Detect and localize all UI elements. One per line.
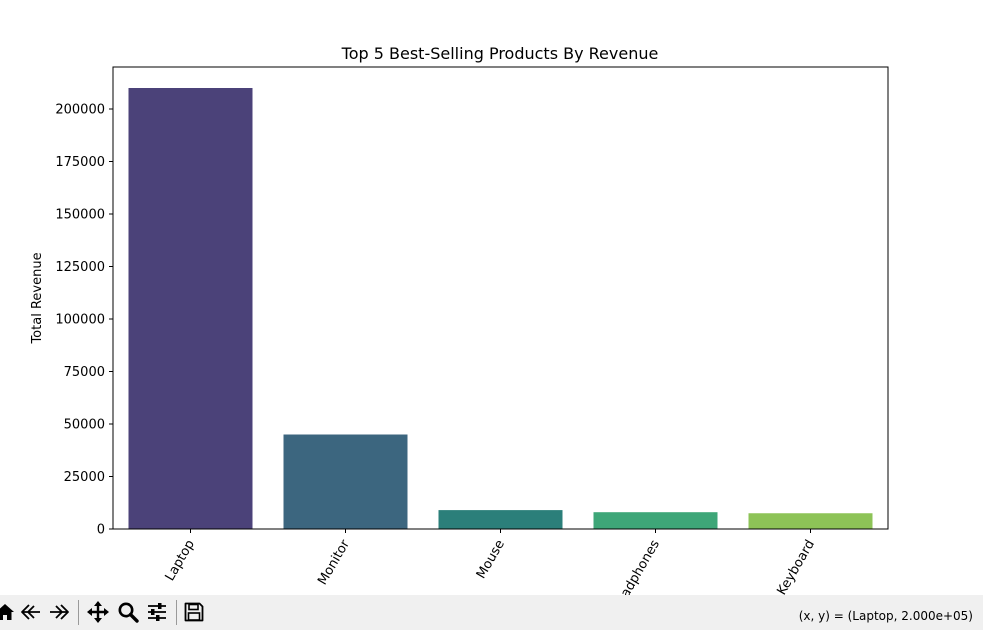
home-icon [0,604,14,620]
y-tick-label: 150000 [55,208,105,223]
y-tick-label: 175000 [55,155,105,170]
navigation-toolbar: (x, y) = (Laptop, 2.000e+05) [0,595,983,630]
y-ticks-layer: 0 25000 50000 75000 100000 125000 150000 175000… [55,103,113,538]
y-tick-label: 100000 [55,313,105,328]
x-tick-label: Laptop [163,538,198,584]
x-tick-label: Keyboard [774,538,818,596]
zoom-button[interactable] [114,599,142,625]
configure-icon [148,603,166,621]
pan-icon [87,601,109,623]
y-tick-label: 0 [97,523,105,538]
back-icon [21,604,40,620]
bar-monitor [283,434,408,529]
save-icon [184,602,204,622]
pan-button[interactable] [84,599,112,625]
figure-canvas: 0 25000 50000 75000 100000 125000 150000 175000… [30,44,889,595]
y-tick-label: 75000 [64,365,105,380]
chart-title: Top 5 Best-Selling Products By Revenue [341,44,659,63]
configure-button[interactable] [143,599,171,625]
home-button[interactable] [0,599,19,625]
y-axis-label: Total Revenue [30,252,45,344]
y-tick-label: 50000 [64,418,105,433]
x-tick-label: Mouse [474,538,508,582]
x-tick-label: Headphones [609,537,663,595]
zoom-icon [118,602,139,623]
back-button[interactable] [17,599,45,625]
toolbar-separator [78,600,79,625]
bar-laptop [128,88,253,529]
coordinate-readout: (x, y) = (Laptop, 2.000e+05) [798,609,973,623]
bar-chart: 0 25000 50000 75000 100000 125000 150000 175000… [30,44,889,595]
forward-icon [50,604,69,620]
bars-layer [128,88,873,529]
y-tick-label: 200000 [55,103,105,118]
y-tick-label: 25000 [64,470,105,485]
x-tick-label: Monitor [315,537,353,588]
save-button[interactable] [180,599,208,625]
bar-headphones [593,512,718,529]
forward-button[interactable] [45,599,73,625]
y-tick-label: 125000 [55,260,105,275]
bar-mouse [438,510,563,529]
bar-keyboard [748,513,873,529]
x-ticks-layer: Laptop Monitor Mouse Headphones Keyboard [163,529,818,595]
plot-frame [112,66,889,530]
toolbar-separator [176,600,177,625]
